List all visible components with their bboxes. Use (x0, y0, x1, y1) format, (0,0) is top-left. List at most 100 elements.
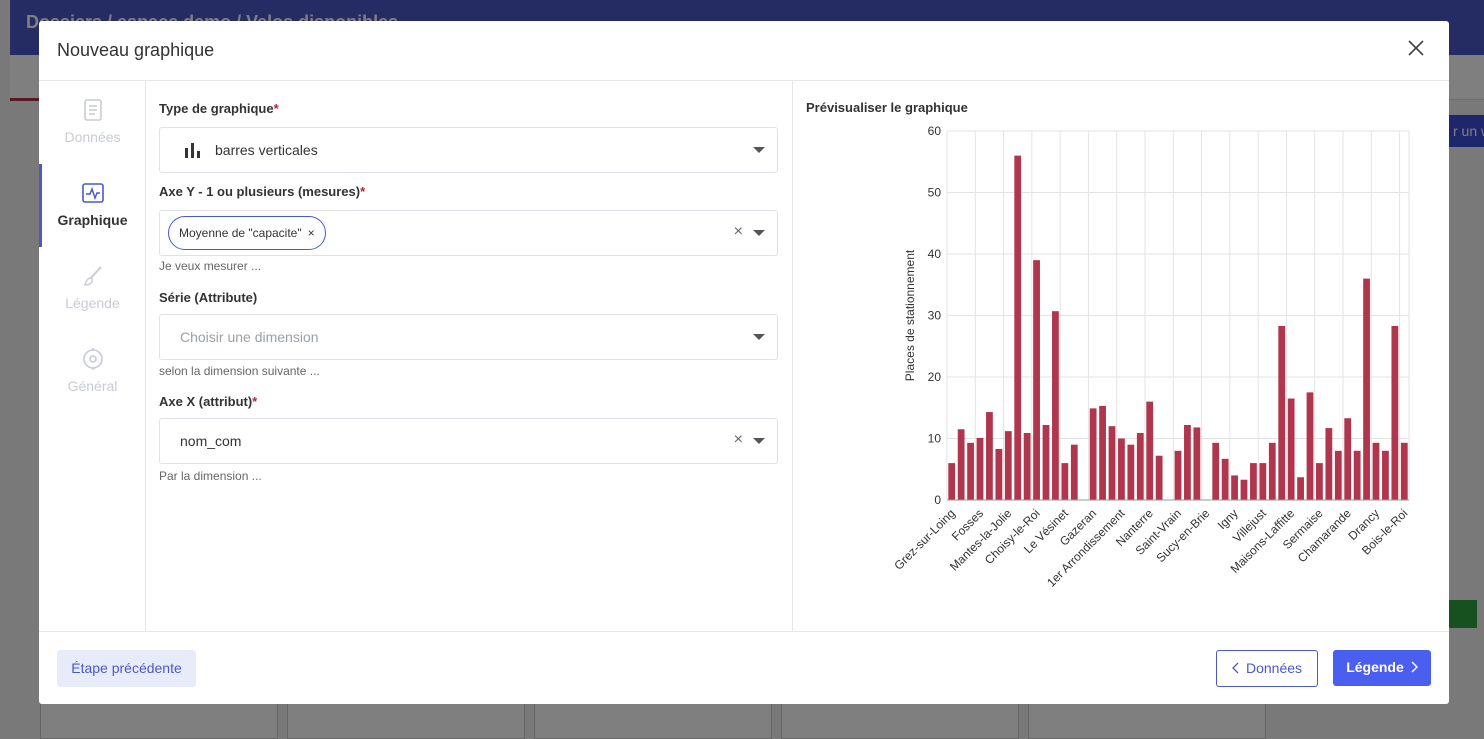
brush-icon (83, 266, 102, 286)
bar (1278, 325, 1286, 500)
bar (1372, 442, 1380, 500)
bar (1221, 458, 1229, 500)
chart-type-label: Type de graphique* (159, 101, 279, 116)
bar (976, 437, 984, 500)
y-tick-label: 0 (934, 493, 941, 507)
step-navigation: Données Graphique Légende Général (39, 81, 146, 631)
bar (1231, 475, 1238, 500)
bar (1052, 311, 1059, 500)
bar (1174, 450, 1182, 500)
bar (1146, 401, 1154, 500)
bar (1108, 426, 1116, 500)
series-label: Série (Attribute) (159, 290, 258, 305)
measure-chip[interactable]: Moyenne de "capacite" × (168, 216, 326, 250)
bar-chart: 0102030405060Grez-sur-LoingFossesMantes-… (891, 124, 1410, 590)
chevron-right-icon (1411, 661, 1418, 673)
bar (1118, 438, 1125, 500)
bar (1212, 442, 1220, 500)
bar (1240, 479, 1248, 500)
chevron-down-icon[interactable] (753, 438, 765, 444)
bar (957, 429, 965, 500)
y-tick-label: 60 (928, 124, 942, 138)
bar (1306, 392, 1314, 500)
chart-config-form: Type de graphique* barres verticales Axe… (159, 81, 793, 631)
bar (1391, 325, 1399, 500)
bar (1033, 260, 1040, 500)
clear-icon[interactable]: × (733, 431, 743, 448)
x-axis-hint: Par la dimension ... (159, 469, 262, 483)
step-data[interactable]: Données (39, 81, 146, 164)
step-label: Graphique (57, 212, 128, 228)
x-axis-select[interactable]: nom_com × (159, 418, 778, 464)
y-tick-label: 50 (928, 186, 942, 200)
back-to-data-button[interactable]: Données (1216, 650, 1318, 687)
bar (986, 412, 993, 500)
bar-chart-icon (185, 143, 200, 158)
bar (1316, 463, 1323, 500)
bar (967, 442, 974, 500)
settings-icon (82, 348, 103, 370)
bar (1363, 278, 1370, 500)
series-placeholder: Choisir une dimension (180, 329, 319, 345)
series-hint: selon la dimension suivante ... (159, 364, 320, 378)
y-axis-label: Axe Y - 1 ou plusieurs (mesures)* (159, 184, 366, 199)
bar (1297, 477, 1304, 500)
y-tick-label: 30 (928, 309, 942, 323)
series-select[interactable]: Choisir une dimension (159, 314, 778, 360)
chevron-left-icon (1232, 662, 1239, 674)
bar (995, 448, 1003, 500)
bar (1325, 428, 1333, 500)
document-icon (83, 99, 102, 121)
y-axis-select[interactable]: Moyenne de "capacite" × × (159, 210, 778, 256)
x-axis-value: nom_com (180, 433, 242, 449)
chart-preview: Prévisualiser le graphique 0 10 20 30 40 50 60… (806, 81, 1449, 631)
chevron-down-icon[interactable] (753, 334, 765, 340)
bar (1400, 442, 1408, 500)
chevron-down-icon[interactable] (753, 230, 765, 236)
chart-type-select[interactable]: barres verticales (159, 127, 778, 173)
bar (1334, 450, 1342, 500)
modal-header: Nouveau graphique (39, 21, 1449, 81)
bar (1089, 408, 1097, 500)
bar (1268, 442, 1276, 500)
y-tick-label: 10 (928, 432, 942, 446)
step-label: Données (64, 129, 121, 145)
close-icon[interactable] (1405, 37, 1427, 59)
bar (948, 463, 956, 500)
bar (1023, 432, 1031, 500)
y-axis-hint: Je veux mesurer ... (159, 259, 262, 273)
step-label: Général (67, 378, 118, 394)
chevron-down-icon[interactable] (753, 147, 765, 153)
bar (1287, 398, 1295, 500)
bar (1061, 463, 1069, 500)
x-axis-label: Axe X (attribut)* (159, 394, 258, 409)
step-general[interactable]: Général (39, 330, 146, 413)
step-label: Légende (65, 295, 120, 311)
preview-title: Prévisualiser le graphique (806, 100, 968, 115)
y-axis-label: Places de stationnement (903, 249, 917, 381)
bar (1127, 444, 1135, 500)
y-tick-label: 40 (928, 247, 942, 261)
chart-line-icon (81, 183, 104, 203)
bar (1382, 450, 1389, 500)
step-chart[interactable]: Graphique (39, 164, 146, 247)
new-chart-modal: Nouveau graphique Données Graphique (39, 21, 1449, 704)
chip-remove-icon[interactable]: × (307, 226, 315, 240)
bar (1004, 431, 1012, 500)
bar (1099, 405, 1106, 500)
bar (1353, 450, 1361, 500)
bar (1136, 432, 1144, 500)
bar (1184, 424, 1191, 500)
bar (1259, 463, 1267, 500)
bar (1014, 155, 1022, 500)
modal-footer: Étape précédente Données Légende (39, 631, 1449, 704)
next-legend-button[interactable]: Légende (1333, 650, 1431, 686)
bar (1070, 444, 1078, 500)
previous-step-button[interactable]: Étape précédente (57, 650, 196, 687)
bar (1193, 427, 1201, 500)
y-tick-label: 20 (928, 370, 942, 384)
bar (1042, 424, 1050, 500)
step-legend[interactable]: Légende (39, 247, 146, 330)
bar (1250, 463, 1257, 500)
clear-icon[interactable]: × (733, 223, 743, 240)
